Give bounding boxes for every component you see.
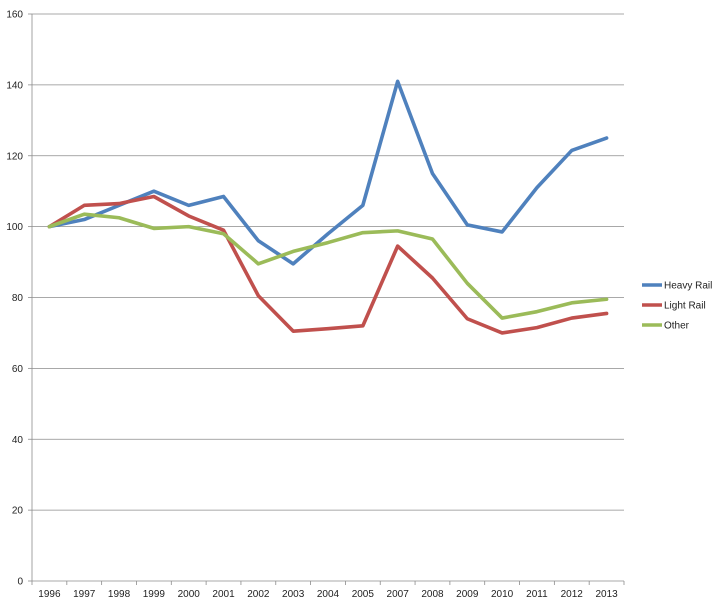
x-tick-label: 2002 [247, 589, 270, 600]
y-tick-label: 140 [6, 80, 23, 91]
series-line-light-rail [47, 194, 609, 335]
series-line-heavy-rail [47, 79, 609, 266]
gridlines [32, 13, 624, 511]
x-tick-label: 1996 [38, 589, 61, 600]
legend-label: Light Rail [664, 301, 706, 312]
x-tick-label: 2009 [456, 589, 479, 600]
x-axis-ticks: 1996 1997 1998 1999 2000 2001 2002 2003 2004 2005… [31, 581, 625, 600]
y-axis-ticks: 0 20 40 60 80 100 120 140 160 [6, 10, 32, 588]
x-tick-label: 2008 [421, 589, 444, 600]
x-tick-label: 2007 [387, 589, 410, 600]
y-tick-label: 20 [12, 506, 24, 517]
x-tick-label: 2003 [282, 589, 305, 600]
x-tick-label: 2013 [595, 589, 618, 600]
x-tick-label: 1998 [108, 589, 131, 600]
x-tick-label: 1999 [143, 589, 166, 600]
x-tick-label: 2012 [561, 589, 584, 600]
series-line-other [47, 212, 609, 320]
y-tick-label: 0 [17, 577, 23, 588]
y-tick-label: 160 [6, 10, 23, 21]
x-tick-label: 2005 [352, 589, 375, 600]
y-tick-label: 80 [12, 293, 24, 304]
y-tick-label: 100 [6, 222, 23, 233]
x-tick-label: 2004 [317, 589, 340, 600]
y-tick-label: 120 [6, 151, 23, 162]
y-tick-label: 60 [12, 364, 24, 375]
x-tick-label: 2010 [491, 589, 514, 600]
x-tick-label: 2001 [212, 589, 235, 600]
legend-label: Heavy Rail [664, 281, 712, 292]
legend: Heavy Rail Light Rail Other [642, 281, 712, 332]
legend-label: Other [664, 321, 690, 332]
y-tick-label: 40 [12, 435, 24, 446]
x-tick-label: 1997 [73, 589, 96, 600]
x-tick-label: 2011 [526, 589, 548, 600]
series-lines [47, 79, 609, 335]
x-tick-label: 2000 [178, 589, 201, 600]
